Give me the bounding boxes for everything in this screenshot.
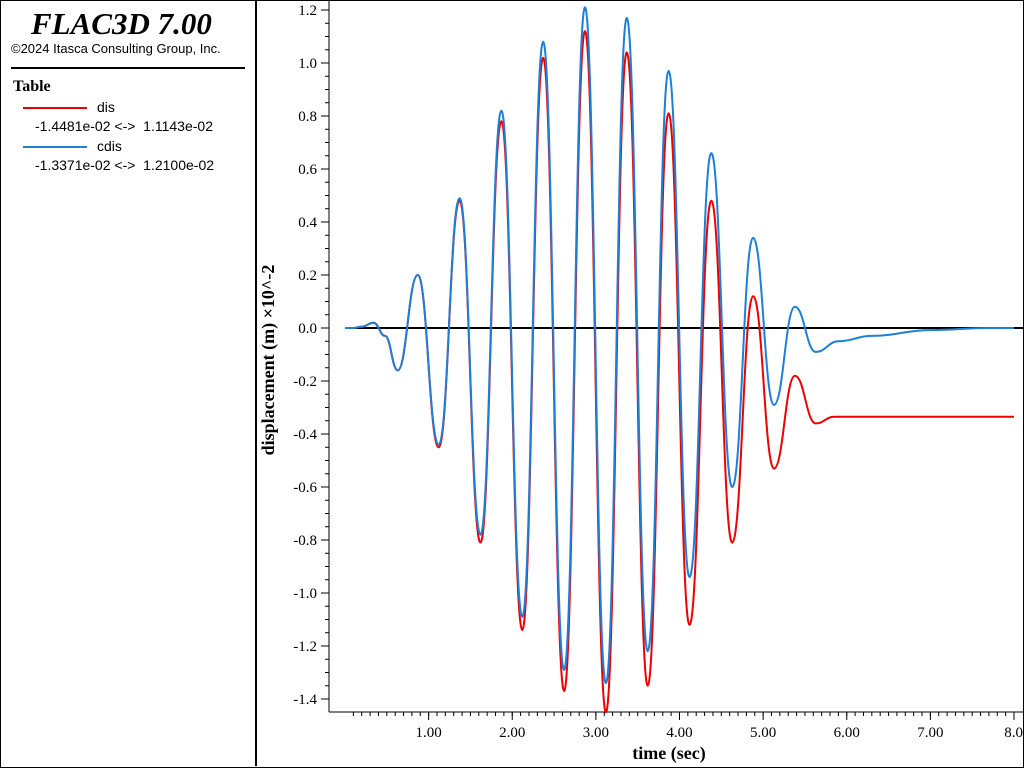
y-tick-label: 1.0 [298, 56, 317, 72]
y-tick-label: 0.8 [298, 109, 317, 125]
x-tick-label: 2.00 [499, 725, 525, 741]
legend-line-cdis [23, 146, 87, 148]
legend-range-dis: -1.4481e-02 <-> 1.1143e-02 [35, 118, 213, 134]
y-tick-label: 0.0 [298, 321, 317, 337]
copyright-text: ©2024 Itasca Consulting Group, Inc. [11, 41, 221, 56]
legend-line-dis [23, 107, 87, 109]
x-tick-label: 4.00 [666, 725, 692, 741]
y-tick-label: 0.2 [298, 268, 317, 284]
x-tick-label: 3.00 [583, 725, 609, 741]
y-tick-label: -0.8 [293, 533, 317, 549]
y-tick-label: -0.2 [293, 374, 317, 390]
title-divider [11, 67, 245, 69]
legend-label-cdis: cdis [97, 138, 122, 154]
x-tick-label: 8.0 [1004, 725, 1023, 741]
legend-label-dis: dis [97, 99, 115, 115]
x-tick-label: 6.00 [834, 725, 860, 741]
series-line-cdis [345, 6, 1014, 685]
y-tick-label: -1.0 [293, 586, 317, 602]
x-tick-label: 7.00 [917, 725, 943, 741]
x-tick-label: 1.00 [416, 725, 442, 741]
y-tick-label: -0.6 [293, 480, 317, 496]
app-title: FLAC3D 7.00 [31, 6, 212, 41]
legend-panel: FLAC3D 7.00 ©2024 Itasca Consulting Grou… [1, 1, 257, 766]
x-axis-label: time (sec) [632, 743, 705, 764]
x-tick-label: 5.00 [750, 725, 776, 741]
y-axis-label: displacement (m) ×10^-2 [258, 265, 279, 456]
y-tick-label: 0.6 [298, 162, 317, 178]
y-tick-label: -1.4 [293, 692, 317, 708]
chart-area: 1.2 1.0 0.8 0.6 0.4 0.2 0.0 -0.2 -0.4 -0.6 -0.8 -1.… [256, 0, 1024, 768]
y-tick-label: 0.4 [298, 215, 317, 231]
y-tick-label: -0.4 [293, 427, 317, 443]
legend-heading: Table [13, 78, 51, 95]
line-chart: 1.2 1.0 0.8 0.6 0.4 0.2 0.0 -0.2 -0.4 -0.6 -0.8 -1.… [258, 0, 1024, 764]
y-tick-label: -1.2 [293, 639, 317, 655]
legend-range-cdis: -1.3371e-02 <-> 1.2100e-02 [35, 157, 215, 173]
y-tick-label: 1.2 [298, 3, 317, 19]
